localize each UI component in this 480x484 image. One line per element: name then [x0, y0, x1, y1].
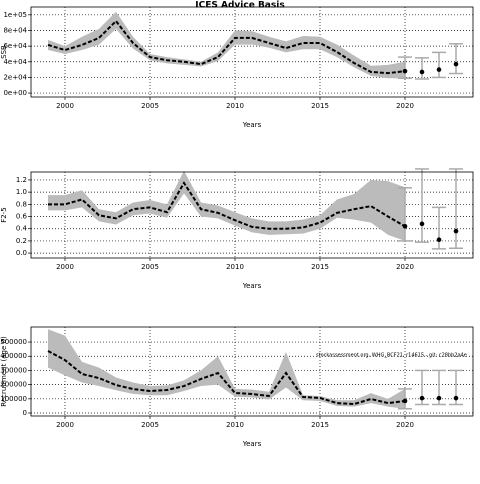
y-tick-label: 200000 — [0, 381, 27, 389]
x-tick-label: 2020 — [396, 102, 414, 110]
x-tick-label: 2020 — [396, 421, 414, 429]
x-tick-label: 2005 — [141, 263, 159, 271]
y-tick-label: 1.2 — [16, 176, 27, 184]
y-tick-label: 0.8 — [16, 200, 27, 208]
y-tick-label: 0.6 — [16, 213, 28, 221]
y-axis-title: F2-5 — [0, 207, 8, 222]
x-axis-title: Years — [242, 282, 262, 290]
forecast-point — [453, 61, 459, 67]
annotation: stockassessment.org, WHG_BCF21, r14615 -… — [316, 353, 467, 359]
forecast-point — [402, 398, 408, 404]
y-tick-label: 500000 — [0, 338, 27, 346]
y-tick-label: 100000 — [0, 395, 27, 403]
x-tick-label: 2010 — [226, 263, 244, 271]
y-axis-title: SSB — [0, 45, 8, 59]
y-tick-label: 300000 — [0, 366, 27, 374]
x-tick-label: 2015 — [311, 102, 329, 110]
y-tick-label: 1e+05 — [3, 11, 27, 19]
forecast-point — [419, 221, 425, 227]
x-tick-label: 2010 — [226, 421, 244, 429]
x-tick-label: 2000 — [56, 421, 74, 429]
forecast-point — [436, 237, 442, 243]
plot-frame — [30, 326, 474, 417]
chart-title: ICES Advice Basis — [195, 1, 284, 11]
x-tick-label: 2015 — [311, 421, 329, 429]
forecast-point — [453, 395, 459, 401]
plot-frame — [30, 6, 474, 98]
x-axis-title: Years — [242, 121, 262, 129]
x-tick-label: 2000 — [56, 263, 74, 271]
forecast-point — [402, 223, 408, 229]
y-tick-label: 0.4 — [16, 225, 28, 233]
estimate-line — [47, 350, 406, 406]
forecast-point — [436, 67, 442, 72]
forecast-point — [402, 68, 408, 74]
confidence-band — [48, 11, 405, 79]
x-tick-label: 2005 — [141, 102, 159, 110]
y-tick-label: 2e+04 — [3, 73, 27, 81]
y-tick-label: 0.0 — [16, 249, 27, 257]
y-tick-label: 0.2 — [16, 237, 27, 245]
x-tick-label: 2000 — [56, 102, 74, 110]
y-axis-title: Recruitment (age 0) — [0, 336, 8, 407]
x-tick-label: 2010 — [226, 102, 244, 110]
y-tick-label: 6e+04 — [3, 42, 27, 50]
x-axis-title: Years — [242, 440, 262, 448]
y-tick-label: 0 — [23, 409, 27, 417]
forecast-point — [436, 395, 442, 401]
confidence-band — [48, 329, 405, 409]
forecast-point — [419, 69, 425, 75]
forecast-point — [453, 228, 459, 234]
y-tick-label: 0e+00 — [3, 89, 27, 97]
y-tick-label: 8e+04 — [3, 26, 27, 34]
y-tick-label: 4e+04 — [3, 58, 27, 66]
y-tick-label: 1.0 — [16, 188, 27, 196]
x-tick-label: 2020 — [396, 263, 414, 271]
y-tick-label: 400000 — [0, 352, 27, 360]
plot-frame — [30, 171, 474, 259]
forecast-point — [419, 395, 425, 401]
confidence-band — [48, 170, 405, 241]
x-tick-label: 2005 — [141, 421, 159, 429]
estimate-line — [48, 181, 406, 230]
x-tick-label: 2015 — [311, 263, 329, 271]
estimate-line — [47, 19, 406, 75]
